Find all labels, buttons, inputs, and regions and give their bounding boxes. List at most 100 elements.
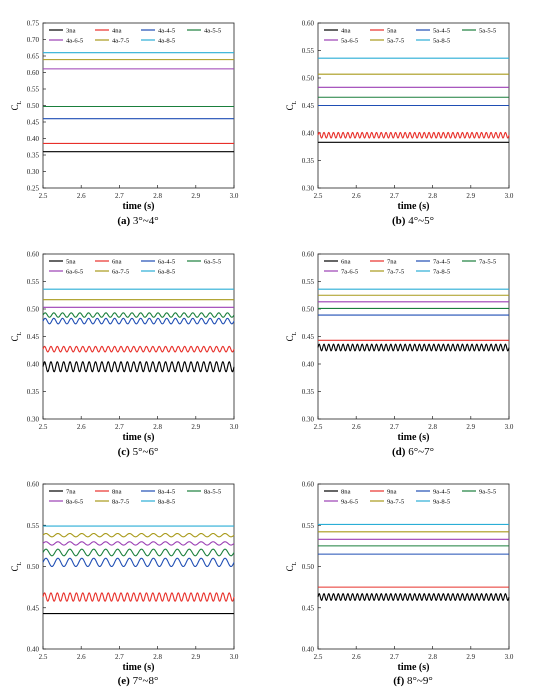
legend-label: 6a-5-5 bbox=[204, 259, 222, 266]
y-tick-label: 0.55 bbox=[302, 47, 315, 55]
legend-label: 5a-8-5 bbox=[433, 38, 451, 45]
series-line-8na bbox=[317, 593, 510, 602]
y-tick-label: 0.45 bbox=[302, 333, 315, 341]
y-tick-label: 0.50 bbox=[27, 306, 40, 314]
series-line-8a-7-5 bbox=[42, 532, 235, 538]
plot-frame bbox=[317, 253, 510, 420]
x-tick-label: 2.7 bbox=[115, 653, 124, 661]
y-tick-label: 0.65 bbox=[27, 53, 40, 61]
caption-d: (d) 6°~7° bbox=[333, 446, 493, 458]
legend-label: 7a-7-5 bbox=[387, 269, 405, 276]
caption-c: (c) 5°~6° bbox=[58, 446, 218, 458]
legend-label: 6na bbox=[341, 259, 351, 266]
x-tick-label: 2.7 bbox=[390, 192, 399, 200]
series-line-6na bbox=[42, 345, 235, 353]
legend-label: 5a-5-5 bbox=[479, 28, 497, 35]
plot-frame bbox=[42, 253, 235, 420]
x-tick-label: 2.9 bbox=[466, 423, 475, 431]
plot-frame bbox=[317, 483, 510, 650]
y-axis-label: CL bbox=[10, 561, 23, 571]
y-tick-label: 0.40 bbox=[302, 646, 315, 654]
legend-label: 8a-5-5 bbox=[204, 489, 222, 496]
y-tick-label: 0.60 bbox=[302, 481, 315, 489]
series-line-8a-4-5 bbox=[42, 557, 235, 568]
legend-label: 4a-5-5 bbox=[204, 28, 222, 35]
y-tick-label: 0.45 bbox=[27, 333, 40, 341]
x-tick-label: 3.0 bbox=[505, 653, 514, 661]
series-line-6a-5-5 bbox=[42, 312, 235, 318]
legend-label: 5a-4-5 bbox=[433, 28, 451, 35]
legend-label: 7na bbox=[387, 259, 397, 266]
caption-label: (a) bbox=[117, 215, 131, 227]
legend-label: 6a-7-5 bbox=[112, 269, 130, 276]
x-tick-label: 2.8 bbox=[153, 653, 162, 661]
y-tick-label: 0.75 bbox=[27, 20, 40, 28]
caption-text: 5°~6° bbox=[132, 446, 159, 458]
legend-label: 4a-7-5 bbox=[112, 38, 130, 45]
y-tick-label: 0.55 bbox=[27, 86, 40, 94]
legend-label: 4a-4-5 bbox=[158, 28, 176, 35]
y-tick-label: 0.55 bbox=[27, 278, 40, 286]
legend-label: 5a-6-5 bbox=[341, 38, 359, 45]
y-tick-label: 0.45 bbox=[27, 119, 40, 127]
legend-label: 7na bbox=[66, 489, 76, 496]
legend-label: 7a-6-5 bbox=[341, 269, 359, 276]
legend-label: 9a-7-5 bbox=[387, 499, 405, 506]
legend-label: 6na bbox=[112, 259, 122, 266]
y-tick-label: 0.50 bbox=[27, 563, 40, 571]
y-axis-label: CL bbox=[285, 561, 298, 571]
x-tick-label: 2.8 bbox=[428, 653, 437, 661]
y-tick-label: 0.30 bbox=[27, 168, 40, 176]
legend-label: 8na bbox=[112, 489, 122, 496]
caption-text: 8°~9° bbox=[407, 675, 433, 687]
caption-e: (e) 7°~8° bbox=[58, 675, 218, 687]
y-tick-label: 0.50 bbox=[302, 75, 315, 83]
x-tick-label: 2.7 bbox=[115, 192, 124, 200]
x-tick-label: 2.6 bbox=[352, 192, 361, 200]
legend-label: 8a-7-5 bbox=[112, 499, 130, 506]
y-tick-label: 0.60 bbox=[27, 69, 40, 77]
x-axis-label: time (s) bbox=[123, 662, 155, 673]
legend-label: 4a-8-5 bbox=[158, 38, 176, 45]
x-tick-label: 2.5 bbox=[314, 192, 323, 200]
chart-panel-a: 0.25 0.30 0.35 0.40 0.45 0.50 0.55 0.60 0.65 0.70… bbox=[10, 20, 239, 213]
chart-panel-b: 0.30 0.35 0.40 0.45 0.50 0.55 0.60 2.5 2.6 2.7 2.8… bbox=[285, 20, 514, 213]
x-tick-label: 2.8 bbox=[153, 423, 162, 431]
legend-label: 7a-8-5 bbox=[433, 269, 451, 276]
plot-frame bbox=[42, 22, 235, 189]
y-axis-label: CL bbox=[285, 100, 298, 110]
y-tick-label: 0.30 bbox=[302, 185, 315, 193]
x-axis-label: time (s) bbox=[123, 432, 155, 443]
chart-panel-c: 0.30 0.35 0.40 0.45 0.50 0.55 0.60 2.5 2.6 2.7 2.8… bbox=[10, 251, 239, 444]
y-tick-label: 0.55 bbox=[302, 522, 315, 530]
y-tick-label: 0.55 bbox=[27, 522, 40, 530]
y-tick-label: 0.25 bbox=[27, 185, 40, 193]
x-tick-label: 2.9 bbox=[466, 192, 475, 200]
y-tick-label: 0.40 bbox=[27, 361, 40, 369]
caption-text: 4°~5° bbox=[408, 215, 434, 227]
caption-label: (f) bbox=[393, 675, 405, 687]
legend-label: 8a-6-5 bbox=[66, 499, 84, 506]
x-axis-label: time (s) bbox=[123, 201, 155, 212]
series-line-8a-6-5 bbox=[42, 541, 235, 546]
chart-panel-f: 0.40 0.45 0.50 0.55 0.60 2.5 2.6 2.7 2.8 2.9 3.0 ti… bbox=[285, 481, 514, 674]
legend-label: 9a-4-5 bbox=[433, 489, 451, 496]
legend-label: 8na bbox=[341, 489, 351, 496]
y-tick-label: 0.45 bbox=[302, 604, 315, 612]
caption-text: 7°~8° bbox=[132, 675, 159, 687]
y-tick-label: 0.40 bbox=[302, 361, 315, 369]
caption-b: (b) 4°~5° bbox=[333, 215, 493, 227]
y-tick-label: 0.35 bbox=[27, 388, 40, 396]
x-tick-label: 2.6 bbox=[77, 653, 86, 661]
legend-label: 6a-4-5 bbox=[158, 259, 176, 266]
chart-panel-d: 0.30 0.35 0.40 0.45 0.50 0.55 0.60 2.5 2.6 2.7 2.8… bbox=[285, 251, 514, 444]
x-tick-label: 2.9 bbox=[466, 653, 475, 661]
caption-text: 3°~4° bbox=[132, 215, 159, 227]
x-axis-label: time (s) bbox=[398, 201, 430, 212]
y-tick-label: 0.30 bbox=[27, 416, 40, 424]
plot-frame bbox=[42, 483, 235, 650]
x-tick-label: 3.0 bbox=[230, 192, 239, 200]
caption-label: (c) bbox=[117, 446, 130, 458]
x-tick-label: 3.0 bbox=[230, 423, 239, 431]
legend-label: 9a-8-5 bbox=[433, 499, 451, 506]
